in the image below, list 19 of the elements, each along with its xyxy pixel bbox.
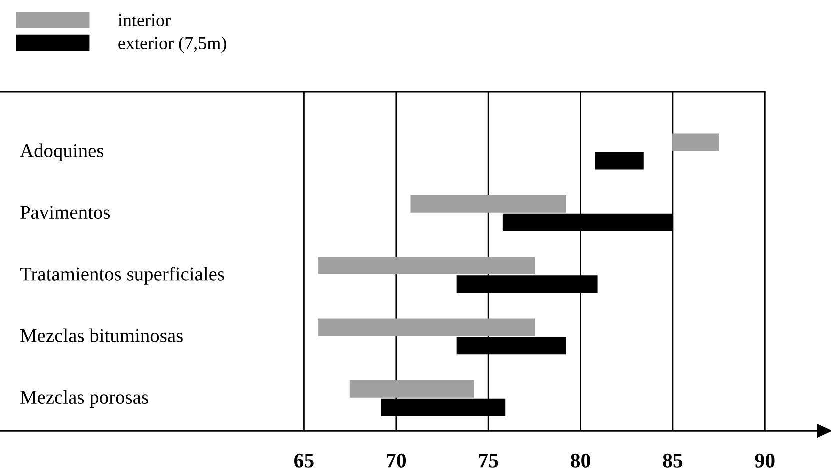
bar — [595, 152, 644, 170]
y-tick-label: Pavimentos — [20, 206, 110, 220]
x-tick-label: 70 — [387, 454, 406, 468]
x-tick-label: 75 — [479, 454, 498, 468]
legend-label: interior — [118, 14, 171, 27]
bar — [350, 380, 474, 398]
y-tick-label: Adoquines — [20, 144, 104, 162]
x-tick-label: 80 — [571, 454, 590, 468]
y-tick-label: Tratamientos superficiales — [20, 266, 224, 285]
x-tick-label: 85 — [663, 454, 683, 468]
y-tick-label: Mezclas porosas — [20, 390, 148, 408]
x-tick-label: 65 — [294, 454, 314, 468]
x-tick-label: 90 — [755, 454, 775, 468]
bar — [410, 195, 566, 213]
bar — [318, 257, 536, 275]
y-tick-label: Mezclas bituminosas — [20, 328, 183, 342]
legend-label: exterior (7,5m) — [118, 36, 226, 54]
bar — [318, 318, 536, 336]
bar — [672, 134, 720, 152]
